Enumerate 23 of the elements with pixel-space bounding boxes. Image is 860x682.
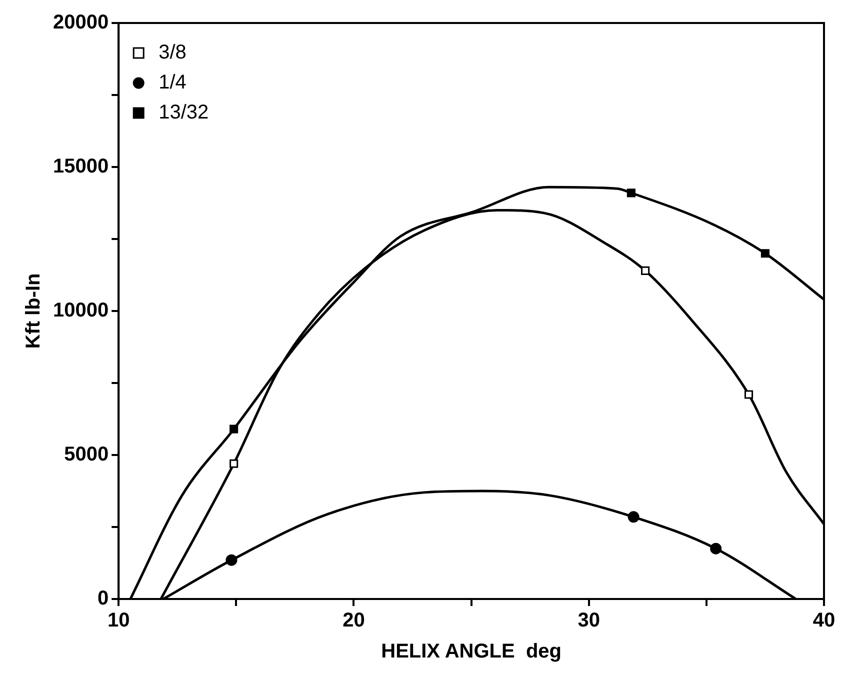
legend-label: 13/32 — [158, 102, 209, 124]
x-tick-label: 40 — [812, 610, 836, 632]
x-tick-label: 10 — [107, 610, 130, 632]
x-axis-title: HELIX ANGLE deg — [381, 640, 562, 663]
point — [230, 459, 238, 468]
point — [744, 390, 754, 399]
point — [226, 554, 238, 566]
point — [760, 249, 770, 258]
legend-label: 3/8 — [158, 42, 186, 64]
point — [626, 188, 636, 198]
point — [628, 511, 640, 523]
y-tick-label: 5000 — [64, 444, 109, 466]
y-tick-label: 0 — [97, 588, 109, 610]
y-axis-title: Kft lb-In — [22, 273, 45, 349]
x-tick-label: 20 — [342, 610, 365, 632]
legend-label: 1/4 — [158, 72, 186, 94]
point — [641, 266, 650, 275]
y-tick-label: 20000 — [52, 12, 109, 34]
y-tick-label: 15000 — [52, 156, 109, 178]
y-tick-label: 10000 — [52, 300, 109, 322]
point — [230, 424, 238, 434]
x-tick-label: 30 — [578, 610, 600, 632]
point — [710, 542, 722, 554]
